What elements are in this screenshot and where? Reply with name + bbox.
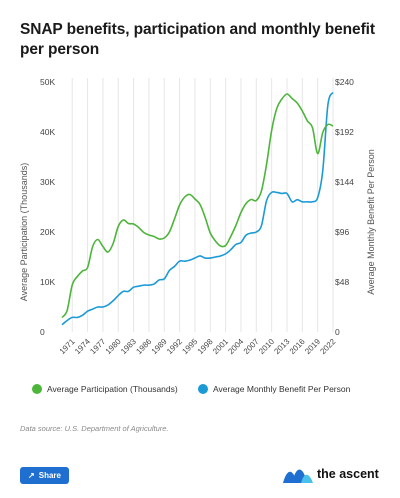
x-tick-label: 2016	[288, 337, 307, 356]
x-tick-label: 2007	[242, 337, 261, 356]
chart-title: SNAP benefits, participation and monthly…	[20, 21, 375, 58]
series-lines	[61, 91, 334, 326]
legend-item-participation[interactable]: Average Participation (Thousands)	[32, 384, 178, 394]
y-left-tick-label: 30K	[40, 177, 55, 187]
y-left-tick-label: 50K	[40, 77, 55, 87]
vertical-gridlines	[71, 78, 334, 332]
ascent-logo-icon	[283, 469, 313, 483]
benefit-series-line	[61, 91, 334, 326]
legend-item-benefit[interactable]: Average Monthly Benefit Per Person	[198, 384, 350, 394]
share-label: Share	[38, 471, 61, 480]
brand-name: the ascent	[317, 467, 379, 481]
x-tick-label: 1971	[58, 337, 77, 356]
x-axis-ticks: 1971197419771980198319861989199219951998…	[58, 337, 338, 356]
legend-swatch-benefit	[198, 384, 208, 394]
x-tick-label: 2001	[211, 337, 230, 356]
x-tick-label: 1980	[104, 337, 123, 356]
legend-swatch-participation	[32, 384, 42, 394]
participation-series-line	[61, 93, 334, 319]
x-tick-label: 1983	[119, 337, 138, 356]
x-tick-label: 2004	[226, 337, 245, 356]
y-right-tick-label: $48	[335, 277, 349, 287]
brand-logo: the ascent	[282, 464, 379, 484]
x-tick-label: 1998	[196, 337, 215, 356]
right-axis-ticks: 0 $48 $96 $144 $192 $240	[335, 77, 354, 337]
legend: Average Participation (Thousands) Averag…	[0, 384, 400, 400]
legend-label-benefit: Average Monthly Benefit Per Person	[213, 384, 351, 394]
x-tick-label: 1986	[134, 337, 153, 356]
y-right-tick-label: 0	[335, 327, 340, 337]
y-left-tick-label: 0	[40, 327, 45, 337]
share-icon: ↗	[28, 471, 35, 480]
x-tick-label: 2010	[257, 337, 276, 356]
left-axis-ticks: 0 10K 20K 30K 40K 50K	[40, 77, 55, 337]
y-left-tick-label: 10K	[40, 277, 55, 287]
y-right-tick-label: $96	[335, 227, 349, 237]
y-right-tick-label: $144	[335, 177, 354, 187]
data-source-note: Data source: U.S. Department of Agricult…	[20, 424, 169, 433]
x-tick-label: 2019	[303, 337, 322, 356]
y-left-tick-label: 40K	[40, 127, 55, 137]
y-left-tick-label: 20K	[40, 227, 55, 237]
x-tick-label: 1995	[180, 337, 199, 356]
left-axis-label: Average Participation (Thousands)	[19, 163, 29, 301]
line-chart: 0 10K 20K 30K 40K 50K 0 $48 $96 $144 $192 $240 197…	[19, 77, 376, 356]
legend-label-participation: Average Participation (Thousands)	[47, 384, 178, 394]
x-tick-label: 1989	[150, 337, 169, 356]
right-axis-label: Average Monthly Benefit Per Person	[366, 149, 376, 294]
share-button[interactable]: ↗ Share	[20, 467, 69, 484]
x-tick-label: 1992	[165, 337, 184, 356]
x-tick-label: 1974	[73, 337, 92, 356]
y-right-tick-label: $240	[335, 77, 354, 87]
x-tick-label: 2013	[272, 337, 291, 356]
x-tick-label: 2022	[318, 337, 337, 356]
x-tick-label: 1977	[88, 337, 107, 356]
y-right-tick-label: $192	[335, 127, 354, 137]
